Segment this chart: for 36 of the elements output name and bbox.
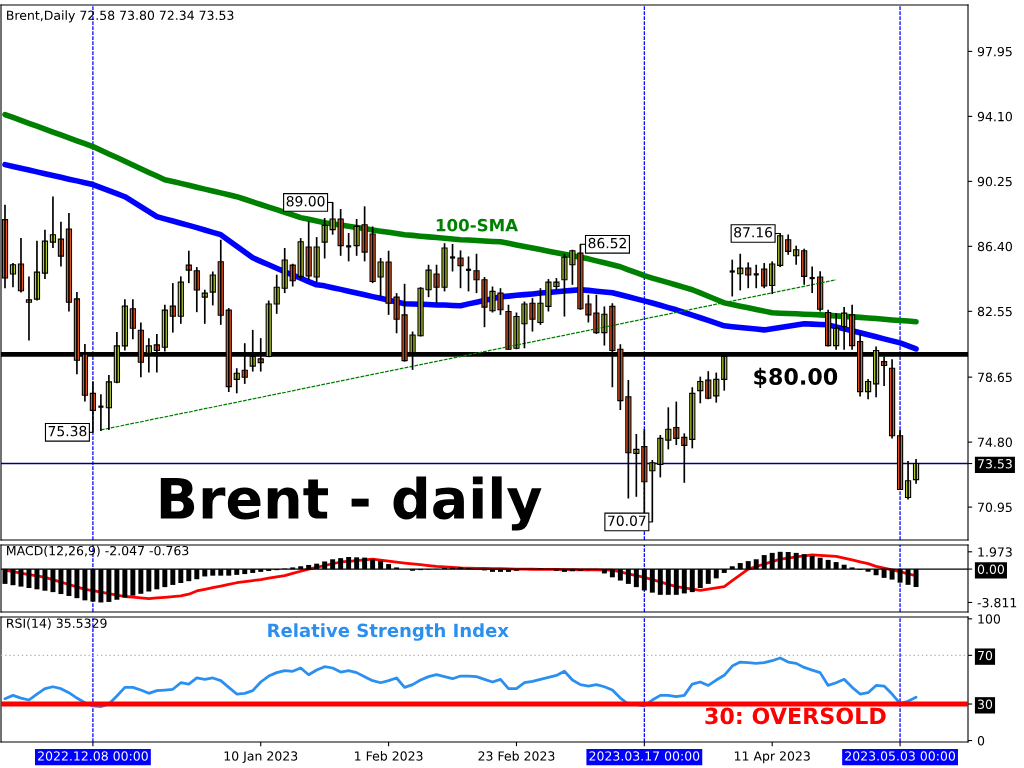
y-tick-label: 0	[977, 736, 985, 746]
annotation: 87.16	[734, 227, 773, 238]
x-tick-label: 1 Feb 2023	[355, 751, 423, 761]
y-tick-label: 90.25	[977, 176, 1012, 187]
x-tick-label: 2023.05.03 00:00	[845, 751, 956, 761]
annotation: 75.38	[48, 425, 87, 437]
y-tick-label: 78.65	[978, 372, 1012, 383]
y-tick-label: 100	[978, 614, 1001, 624]
annotation: MACD(12,26,9) -2.047 -0.763	[7, 545, 189, 557]
x-tick-label: 10 Jan 2023	[224, 751, 298, 764]
annotation: Brent,Daily 72.58 73.80 72.34 73.53	[7, 10, 234, 23]
y-tick-label: 0.00	[977, 564, 1005, 575]
ref-line-label: $80.00	[754, 367, 838, 388]
text: Brent - daily	[160, 476, 542, 531]
series-label: 100-SMA	[436, 218, 519, 232]
chart-title: Relative Strength Index	[268, 623, 509, 641]
annotation: 70.07	[608, 515, 646, 526]
x-tick-label: 11 Apr 2023	[734, 751, 810, 764]
y-tick-label: -3.811	[977, 597, 1017, 608]
y-tick-label: 70.95	[978, 502, 1012, 513]
y-tick-label: 30	[977, 699, 993, 709]
y-tick-label: 97.95	[977, 46, 1012, 57]
y-tick-label: 73.53	[978, 459, 1012, 469]
x-tick-label: 2022.12.08 00:00	[38, 751, 148, 761]
y-tick-label: 86.40	[977, 241, 1012, 252]
y-tick-label: 82.55	[977, 306, 1012, 317]
y-tick-label: 74.80	[978, 437, 1012, 448]
annotation: RSI(14) 35.5329	[7, 618, 107, 630]
y-tick-label: 94.10	[977, 111, 1012, 122]
x-tick-label: 23 Feb 2023	[478, 751, 555, 761]
annotation: 89.00	[286, 195, 325, 207]
y-tick-label: 1.973	[978, 547, 1012, 557]
x-tick-label: 2023.03.17 00:00	[589, 751, 700, 761]
ref-line-label: 30: OVERSOLD	[705, 707, 886, 725]
y-tick-label: 70	[978, 650, 993, 661]
annotation: 86.52	[588, 237, 626, 249]
